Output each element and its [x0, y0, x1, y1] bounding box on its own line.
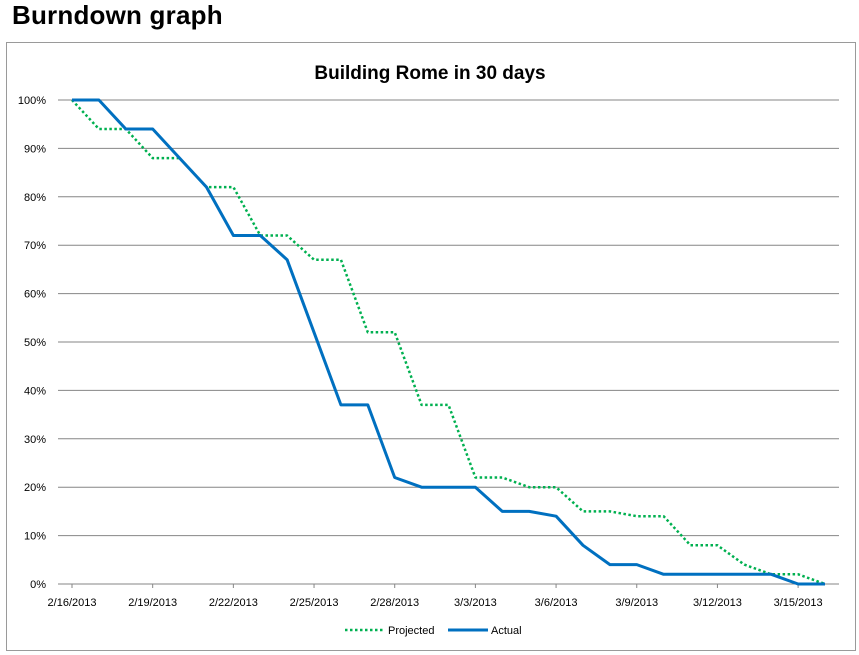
page-heading: Burndown graph — [12, 0, 223, 30]
y-axis: 0% 10% 20% 30% 40% 50% 60% 70% 80% 90% 100% — [18, 95, 46, 591]
y-tick-label: 20% — [24, 482, 46, 494]
gridlines — [58, 99, 839, 585]
burndown-chart: Building Rome in 30 days 0% 10% 20% 30% 40% 5… — [18, 63, 839, 637]
series-lines — [71, 98, 826, 586]
x-tick-label: 2/25/2013 — [290, 597, 339, 609]
y-tick-label: 40% — [24, 385, 46, 397]
y-tick-label: 0% — [30, 579, 46, 591]
legend-label-projected: Projected — [388, 625, 434, 637]
y-tick-label: 100% — [18, 95, 46, 107]
x-tick-label: 2/22/2013 — [209, 597, 258, 609]
x-tick-label: 3/15/2013 — [774, 597, 823, 609]
chart-area: Building Rome in 30 days 0% 10% 20% 30% 40% 5… — [6, 42, 856, 651]
legend-label-actual: Actual — [491, 625, 522, 637]
x-tick-label: 3/9/2013 — [615, 597, 658, 609]
y-tick-label: 30% — [24, 434, 46, 446]
y-tick-label: 10% — [24, 531, 46, 543]
x-tick-label: 3/3/2013 — [454, 597, 497, 609]
x-tick-label: 2/19/2013 — [128, 597, 177, 609]
x-tick-label: 3/12/2013 — [693, 597, 742, 609]
y-tick-label: 50% — [24, 337, 46, 349]
x-tick-label: 2/28/2013 — [370, 597, 419, 609]
series-line-actual — [72, 98, 825, 586]
x-tick-label: 3/6/2013 — [535, 597, 578, 609]
chart-title: Building Rome in 30 days — [314, 63, 545, 84]
legend: Projected Actual — [345, 625, 522, 637]
x-axis: 2/16/2013 2/19/2013 2/22/2013 2/25/2013 2/28… — [48, 584, 823, 609]
x-tick-label: 2/16/2013 — [48, 597, 97, 609]
y-tick-label: 70% — [24, 240, 46, 252]
y-tick-label: 80% — [24, 192, 46, 204]
y-tick-label: 90% — [24, 143, 46, 155]
y-tick-label: 60% — [24, 289, 46, 301]
